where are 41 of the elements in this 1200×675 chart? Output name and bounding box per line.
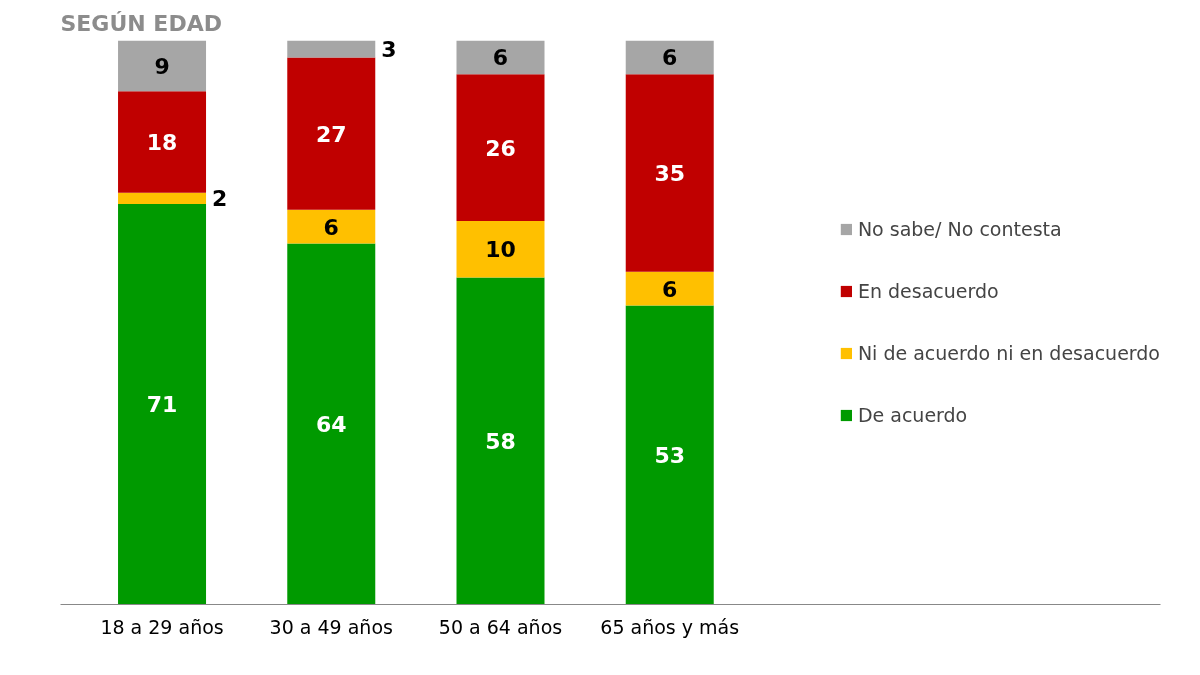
data-label: 10 — [485, 237, 516, 263]
x-tick-label: 30 a 49 años — [269, 615, 393, 638]
x-tick-label: 18 a 29 años — [100, 615, 224, 638]
bar — [118, 192, 207, 205]
data-label: 35 — [654, 161, 686, 187]
bar — [625, 74, 714, 272]
bar — [287, 209, 376, 244]
bar — [287, 243, 376, 605]
data-label: 3 — [381, 36, 397, 62]
data-label: 6 — [323, 214, 339, 240]
chart-title: SEGÚN EDAD — [60, 10, 222, 36]
bar — [456, 74, 545, 221]
data-label: 27 — [315, 121, 347, 147]
data-label: 2 — [211, 186, 228, 212]
bar — [456, 40, 545, 75]
bar — [625, 305, 714, 605]
bar — [456, 220, 545, 278]
legend-label: En desacuerdo — [857, 280, 999, 302]
data-label: 58 — [485, 428, 516, 454]
bar — [287, 40, 376, 58]
data-label: 64 — [315, 412, 347, 438]
bar — [625, 271, 714, 306]
legend-label: No sabe/ No contesta — [857, 218, 1062, 240]
bar — [118, 40, 207, 92]
data-label: 9 — [154, 53, 170, 79]
data-label: 6 — [662, 276, 678, 302]
data-label: 6 — [492, 45, 509, 71]
bar — [456, 277, 545, 605]
data-label: 18 — [146, 130, 178, 156]
data-label: 6 — [662, 45, 678, 71]
x-tick-label: 65 años y más — [600, 615, 740, 638]
data-label: 71 — [146, 392, 178, 418]
bar — [287, 57, 376, 210]
bar — [625, 40, 714, 75]
legend-label: Ni de acuerdo ni en desacuerdo — [857, 342, 1160, 364]
bar — [118, 204, 207, 605]
bar — [118, 91, 207, 193]
legend-label: De acuerdo — [857, 404, 968, 426]
data-label: 26 — [485, 135, 516, 161]
data-label: 53 — [654, 443, 686, 469]
x-tick-label: 50 a 64 años — [438, 615, 563, 638]
